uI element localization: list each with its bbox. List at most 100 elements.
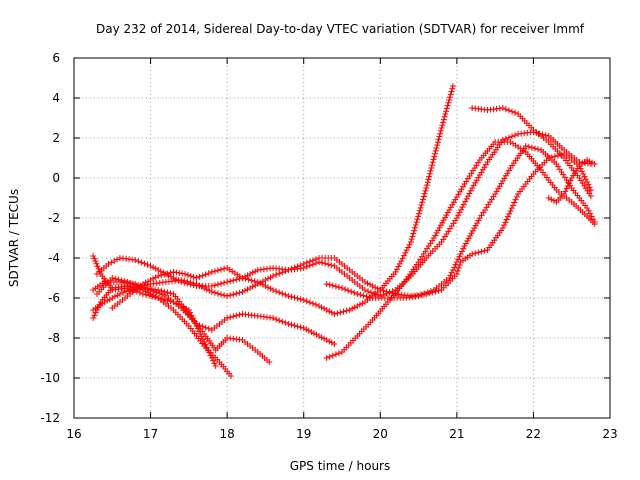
data-point [145,289,152,296]
data-point [340,308,347,315]
data-point [114,256,121,263]
data-point [421,190,428,197]
data-point [310,330,317,337]
data-point [167,290,174,297]
data-point [212,363,219,369]
data-point [208,289,215,295]
data-point [443,212,450,219]
data-point [230,291,237,298]
data-point [328,262,335,269]
data-point [445,99,452,106]
data-point [591,161,598,167]
data-point [458,248,465,255]
data-point [462,240,469,247]
data-point [354,303,361,309]
data-point [417,204,424,211]
data-point [173,276,180,283]
data-point [193,275,200,281]
data-point [294,323,301,330]
data-point [450,83,457,89]
data-point [405,244,412,251]
data-point [109,275,116,281]
data-point [472,222,479,229]
data-point [446,97,453,103]
data-point [273,271,280,278]
data-point [197,331,204,337]
data-point [185,307,192,313]
data-point [270,273,277,279]
data-point [167,269,174,276]
data-point [142,279,149,286]
data-point [198,333,205,340]
data-point [187,309,194,316]
data-point [93,307,100,313]
data-point [411,224,418,231]
data-point [309,261,316,268]
data-point [325,261,332,268]
data-point [190,282,197,289]
x-tick-label: 17 [143,427,158,441]
data-point [205,270,212,277]
data-point [184,272,191,278]
data-point [159,291,166,298]
data-point [227,373,234,379]
data-point [433,145,440,151]
data-point [170,275,177,281]
data-point [196,273,203,280]
data-point [467,187,474,194]
grid [74,58,610,418]
data-point [508,108,515,115]
data-point [455,256,462,263]
data-point [233,276,240,283]
data-point [202,324,209,331]
data-point [346,307,353,313]
data-point [111,293,118,300]
data-point [262,283,269,289]
data-point [282,291,289,298]
data-point [427,167,434,174]
data-point [356,301,363,308]
data-point [109,295,116,301]
data-point [425,176,432,183]
data-point [528,144,535,151]
data-point [270,287,277,293]
data-point [319,259,326,266]
data-point [244,272,251,279]
data-point [343,307,350,314]
data-point [361,279,368,285]
data-point [464,237,471,244]
data-point [586,158,593,165]
data-point [548,196,555,203]
data-point [147,277,154,283]
data-point [152,274,159,281]
data-point [249,283,256,290]
data-point [455,212,462,219]
data-point [254,279,261,285]
data-point [202,341,209,348]
data-point [257,280,264,287]
data-point [430,235,437,241]
plot-frame [73,57,611,419]
data-point [513,193,520,200]
data-point [400,252,407,259]
data-point [446,94,453,101]
data-point [300,265,307,271]
data-point [586,184,593,191]
data-point [150,275,157,282]
data-point [164,297,171,304]
data-point [351,289,358,296]
data-point [208,269,215,275]
data-point [267,274,274,281]
data-point [469,227,476,234]
data-point [585,181,592,188]
data-point [440,116,447,123]
data-point [359,300,366,307]
data-point [447,272,454,279]
data-point [499,225,506,231]
data-point [505,134,512,141]
data-point [372,284,379,291]
data-point [407,239,414,245]
data-point [196,328,203,335]
data-point [285,321,292,327]
data-point [429,162,436,169]
